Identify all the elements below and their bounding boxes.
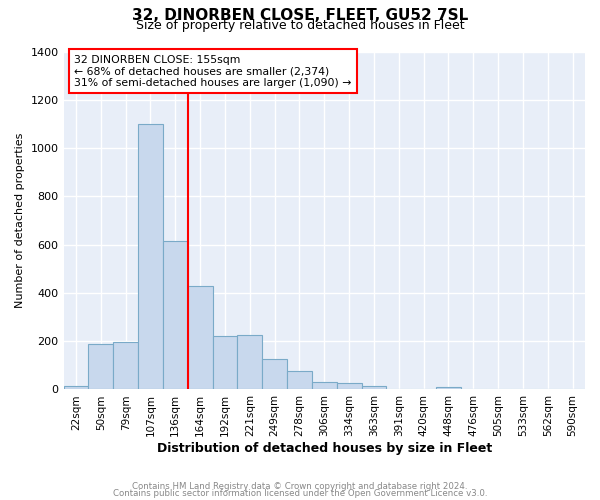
Bar (262, 360, 287, 390)
Bar (188, 286, 212, 390)
Text: Contains public sector information licensed under the Open Government Licence v3: Contains public sector information licen… (113, 489, 487, 498)
Y-axis label: Number of detached properties: Number of detached properties (15, 133, 25, 308)
Bar (436, 387, 461, 390)
X-axis label: Distribution of detached houses by size in Fleet: Distribution of detached houses by size … (157, 442, 492, 455)
Bar (163, 241, 188, 390)
Bar (238, 335, 262, 390)
Text: Size of property relative to detached houses in Fleet: Size of property relative to detached ho… (136, 18, 464, 32)
Text: 32, DINORBEN CLOSE, FLEET, GU52 7SL: 32, DINORBEN CLOSE, FLEET, GU52 7SL (132, 8, 468, 22)
Bar (337, 383, 362, 390)
Bar (138, 124, 163, 390)
Bar (362, 386, 386, 390)
Bar (64, 386, 88, 390)
Bar (113, 342, 138, 390)
Bar (312, 382, 337, 390)
Bar (287, 372, 312, 390)
Bar (212, 336, 238, 390)
Text: 32 DINORBEN CLOSE: 155sqm
← 68% of detached houses are smaller (2,374)
31% of se: 32 DINORBEN CLOSE: 155sqm ← 68% of detac… (74, 55, 352, 88)
Text: Contains HM Land Registry data © Crown copyright and database right 2024.: Contains HM Land Registry data © Crown c… (132, 482, 468, 491)
Bar (88, 344, 113, 390)
